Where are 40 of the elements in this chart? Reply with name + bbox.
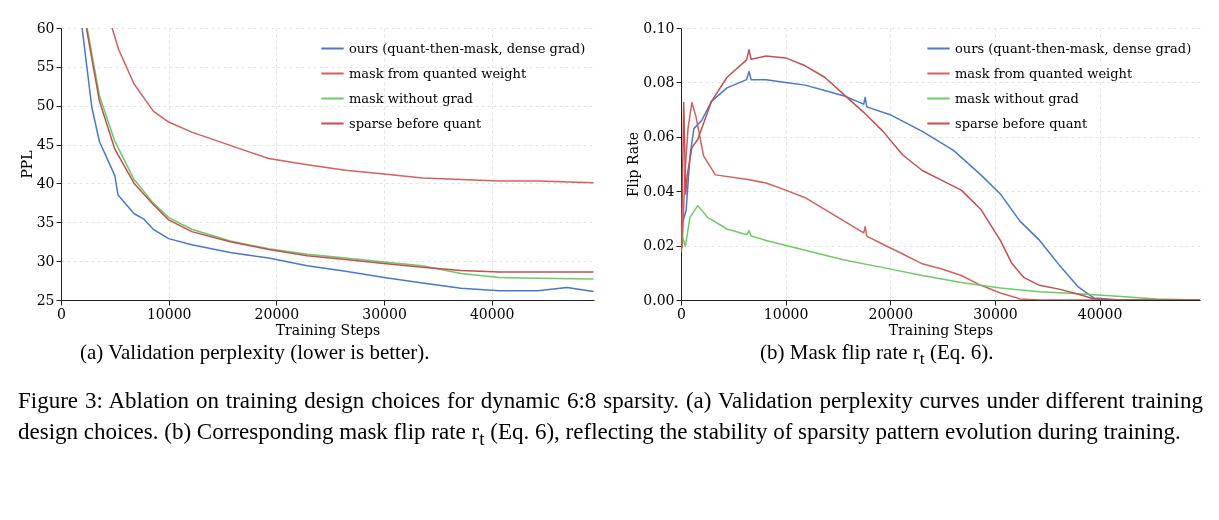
x-tick-label: 40000 [1077, 305, 1123, 322]
legend-label: mask without grad [349, 90, 473, 106]
legend-label: sparse before quant [955, 115, 1088, 131]
y-tick-label: 0.08 [643, 73, 675, 90]
x-tick-label: 10000 [146, 305, 192, 322]
legend-label: sparse before quant [349, 115, 482, 131]
x-tick-label: 40000 [469, 305, 515, 322]
x-tick-label: 0 [57, 305, 66, 322]
y-tick-label: 45 [36, 136, 55, 153]
caption: Figure 3: Ablation on training design choices for dynamic 6:8 sparsity. (a) Validation perplexity curves under different training design choices. (b) Corresponding mask flip rate r$_{t}$ (Eq. 6), reflecting the stability of sparsity pattern evolution during training. [18, 387, 1203, 451]
x-tick-label: 0 [677, 305, 686, 322]
y-tick-label: 0.00 [643, 291, 675, 308]
legend-label: ours (quant-then-mask, dense grad) [955, 40, 1192, 56]
legend-label: ours (quant-then-mask, dense grad) [349, 40, 586, 56]
x-tick-label: 20000 [254, 305, 300, 322]
y-tick-label: 55 [36, 58, 55, 75]
y-tick-label: 25 [36, 291, 55, 308]
y-axis-title: Flip Rate [625, 131, 642, 198]
text: (b) Mask flip rate r$_{t}$ (Eq. 6). [760, 340, 994, 370]
y-tick-label: 50 [36, 97, 55, 114]
text: (a) Validation perplexity (lower is better). [80, 340, 430, 365]
y-tick-label: 0.02 [643, 237, 675, 254]
y-tick-label: 35 [36, 213, 55, 230]
x-axis-title: Training Steps [275, 321, 381, 338]
x-tick-label: 20000 [868, 305, 914, 322]
x-tick-label: 30000 [973, 305, 1018, 322]
legend-label: mask from quanted weight [349, 65, 527, 81]
line-series [111, 28, 594, 184]
y-tick-label: 0.04 [643, 182, 675, 199]
y-axis-title: PPL [18, 150, 35, 179]
x-tick-label: 10000 [763, 305, 809, 322]
y-tick-label: 0.06 [643, 128, 675, 145]
y-tick-label: 30 [36, 252, 55, 269]
x-axis-title: Training Steps [888, 321, 994, 338]
y-tick-label: 0.10 [643, 19, 675, 36]
x-tick-label: 30000 [362, 305, 407, 322]
y-tick-label: 60 [36, 19, 55, 36]
y-tick-label: 40 [36, 174, 55, 191]
legend-label: mask from quanted weight [955, 65, 1133, 81]
legend-label: mask without grad [955, 90, 1079, 106]
